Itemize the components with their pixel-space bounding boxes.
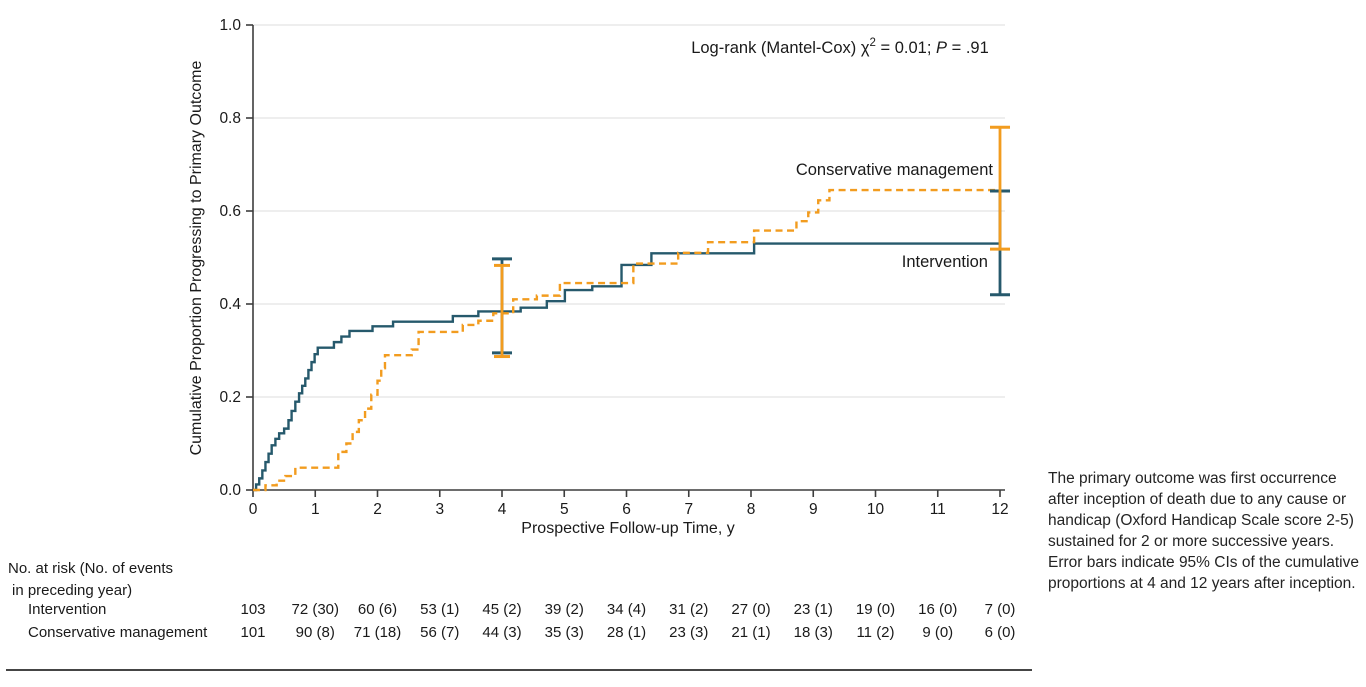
risk-cell: 72 (30) <box>291 601 340 618</box>
bottom-rule <box>6 669 1032 671</box>
risk-cell: 35 (3) <box>544 624 584 641</box>
y-axis-title: Cumulative Proportion Progressing to Pri… <box>188 60 205 455</box>
survival-curves <box>253 188 1000 492</box>
risk-cell: 45 (2) <box>482 601 522 618</box>
km-chart: 0.00.20.40.60.81.00 1 2 3 4 5 6 7 8 9 10 11 12 Cumul… <box>188 17 1010 537</box>
risk-table-header-line2: in preceding year) <box>12 582 133 599</box>
figure-caption: The primary outcome was first occurrence… <box>1048 470 1359 592</box>
curve-conservative-management <box>253 188 1000 492</box>
x-tick-label-3: 3 <box>435 501 444 518</box>
risk-cell: 56 (7) <box>420 624 460 641</box>
risk-cell: 6 (0) <box>984 624 1016 641</box>
risk-cell: 23 (3) <box>669 624 709 641</box>
y-tick-label-1.0: 1.0 <box>219 17 241 34</box>
y-tick-label-0.4: 0.4 <box>219 296 241 313</box>
x-tick-label-9: 9 <box>809 501 818 518</box>
label-intervention: Intervention <box>902 253 988 271</box>
gridlines <box>253 24 1005 398</box>
risk-cell: 21 (1) <box>731 624 771 641</box>
risk-cell: 34 (4) <box>606 601 647 618</box>
risk-cell: 18 (3) <box>793 624 833 641</box>
x-tick-label-8: 8 <box>747 501 756 518</box>
risk-cell: 90 (8) <box>295 624 335 641</box>
error-bar-conservative-management-x12 <box>990 125 1010 251</box>
risk-cell: 28 (1) <box>606 624 647 641</box>
risk-cell: 7 (0) <box>984 601 1016 618</box>
risk-cell: 27 (0) <box>731 601 771 618</box>
risk-cell: 19 (0) <box>855 601 896 618</box>
x-tick-label-5: 5 <box>560 501 569 518</box>
x-tick-label-6: 6 <box>622 501 631 518</box>
y-tick-label-0.2: 0.2 <box>219 389 241 406</box>
y-tick-label-0.6: 0.6 <box>219 203 241 220</box>
risk-cell: 103 <box>240 601 266 618</box>
axis-ticks <box>246 24 1001 497</box>
risk-cell: 16 (0) <box>918 601 958 618</box>
x-axis-title: Prospective Follow-up Time, y <box>521 520 734 537</box>
risk-table-header-line1: No. at risk (No. of events <box>8 560 174 577</box>
axis-tick-labels: 0.00.20.40.60.81.00 1 2 3 4 5 6 7 8 9 10 11 12 <box>219 17 1008 518</box>
label-conservative-management: Conservative management <box>796 161 994 179</box>
risk-cell: 11 (2) <box>856 624 895 641</box>
y-tick-label-0.8: 0.8 <box>219 110 241 127</box>
risk-cell: 53 (1) <box>420 601 460 618</box>
risk-cell: 101 <box>240 624 266 641</box>
x-tick-label-2: 2 <box>373 501 382 518</box>
risk-cell: 60 (6) <box>357 601 398 618</box>
risk-cell: 44 (3) <box>482 624 522 641</box>
x-tick-label-12: 12 <box>991 501 1008 518</box>
x-tick-label-1: 1 <box>311 501 320 518</box>
risk-cell: 71 (18) <box>353 624 402 641</box>
y-tick-label-0.0: 0.0 <box>219 482 241 499</box>
x-tick-label-7: 7 <box>684 501 693 518</box>
risk-row-label-conservative: Conservative management <box>28 624 208 641</box>
risk-cell: 39 (2) <box>544 601 584 618</box>
risk-cell: 23 (1) <box>793 601 833 618</box>
x-tick-label-0: 0 <box>249 501 258 518</box>
x-tick-label-4: 4 <box>498 501 507 518</box>
risk-row-label-intervention: Intervention <box>28 601 107 618</box>
risk-cell: 31 (2) <box>669 601 709 618</box>
error-bars <box>492 125 1010 359</box>
error-bar-conservative-management-x4 <box>494 263 510 359</box>
x-tick-label-11: 11 <box>930 501 946 518</box>
curve-intervention <box>253 242 1000 492</box>
x-tick-label-10: 10 <box>867 501 885 518</box>
logrank-annotation: Log-rank (Mantel-Cox) χ2 = 0.01; P = .91 <box>691 37 989 57</box>
risk-cell: 9 (0) <box>922 624 954 641</box>
